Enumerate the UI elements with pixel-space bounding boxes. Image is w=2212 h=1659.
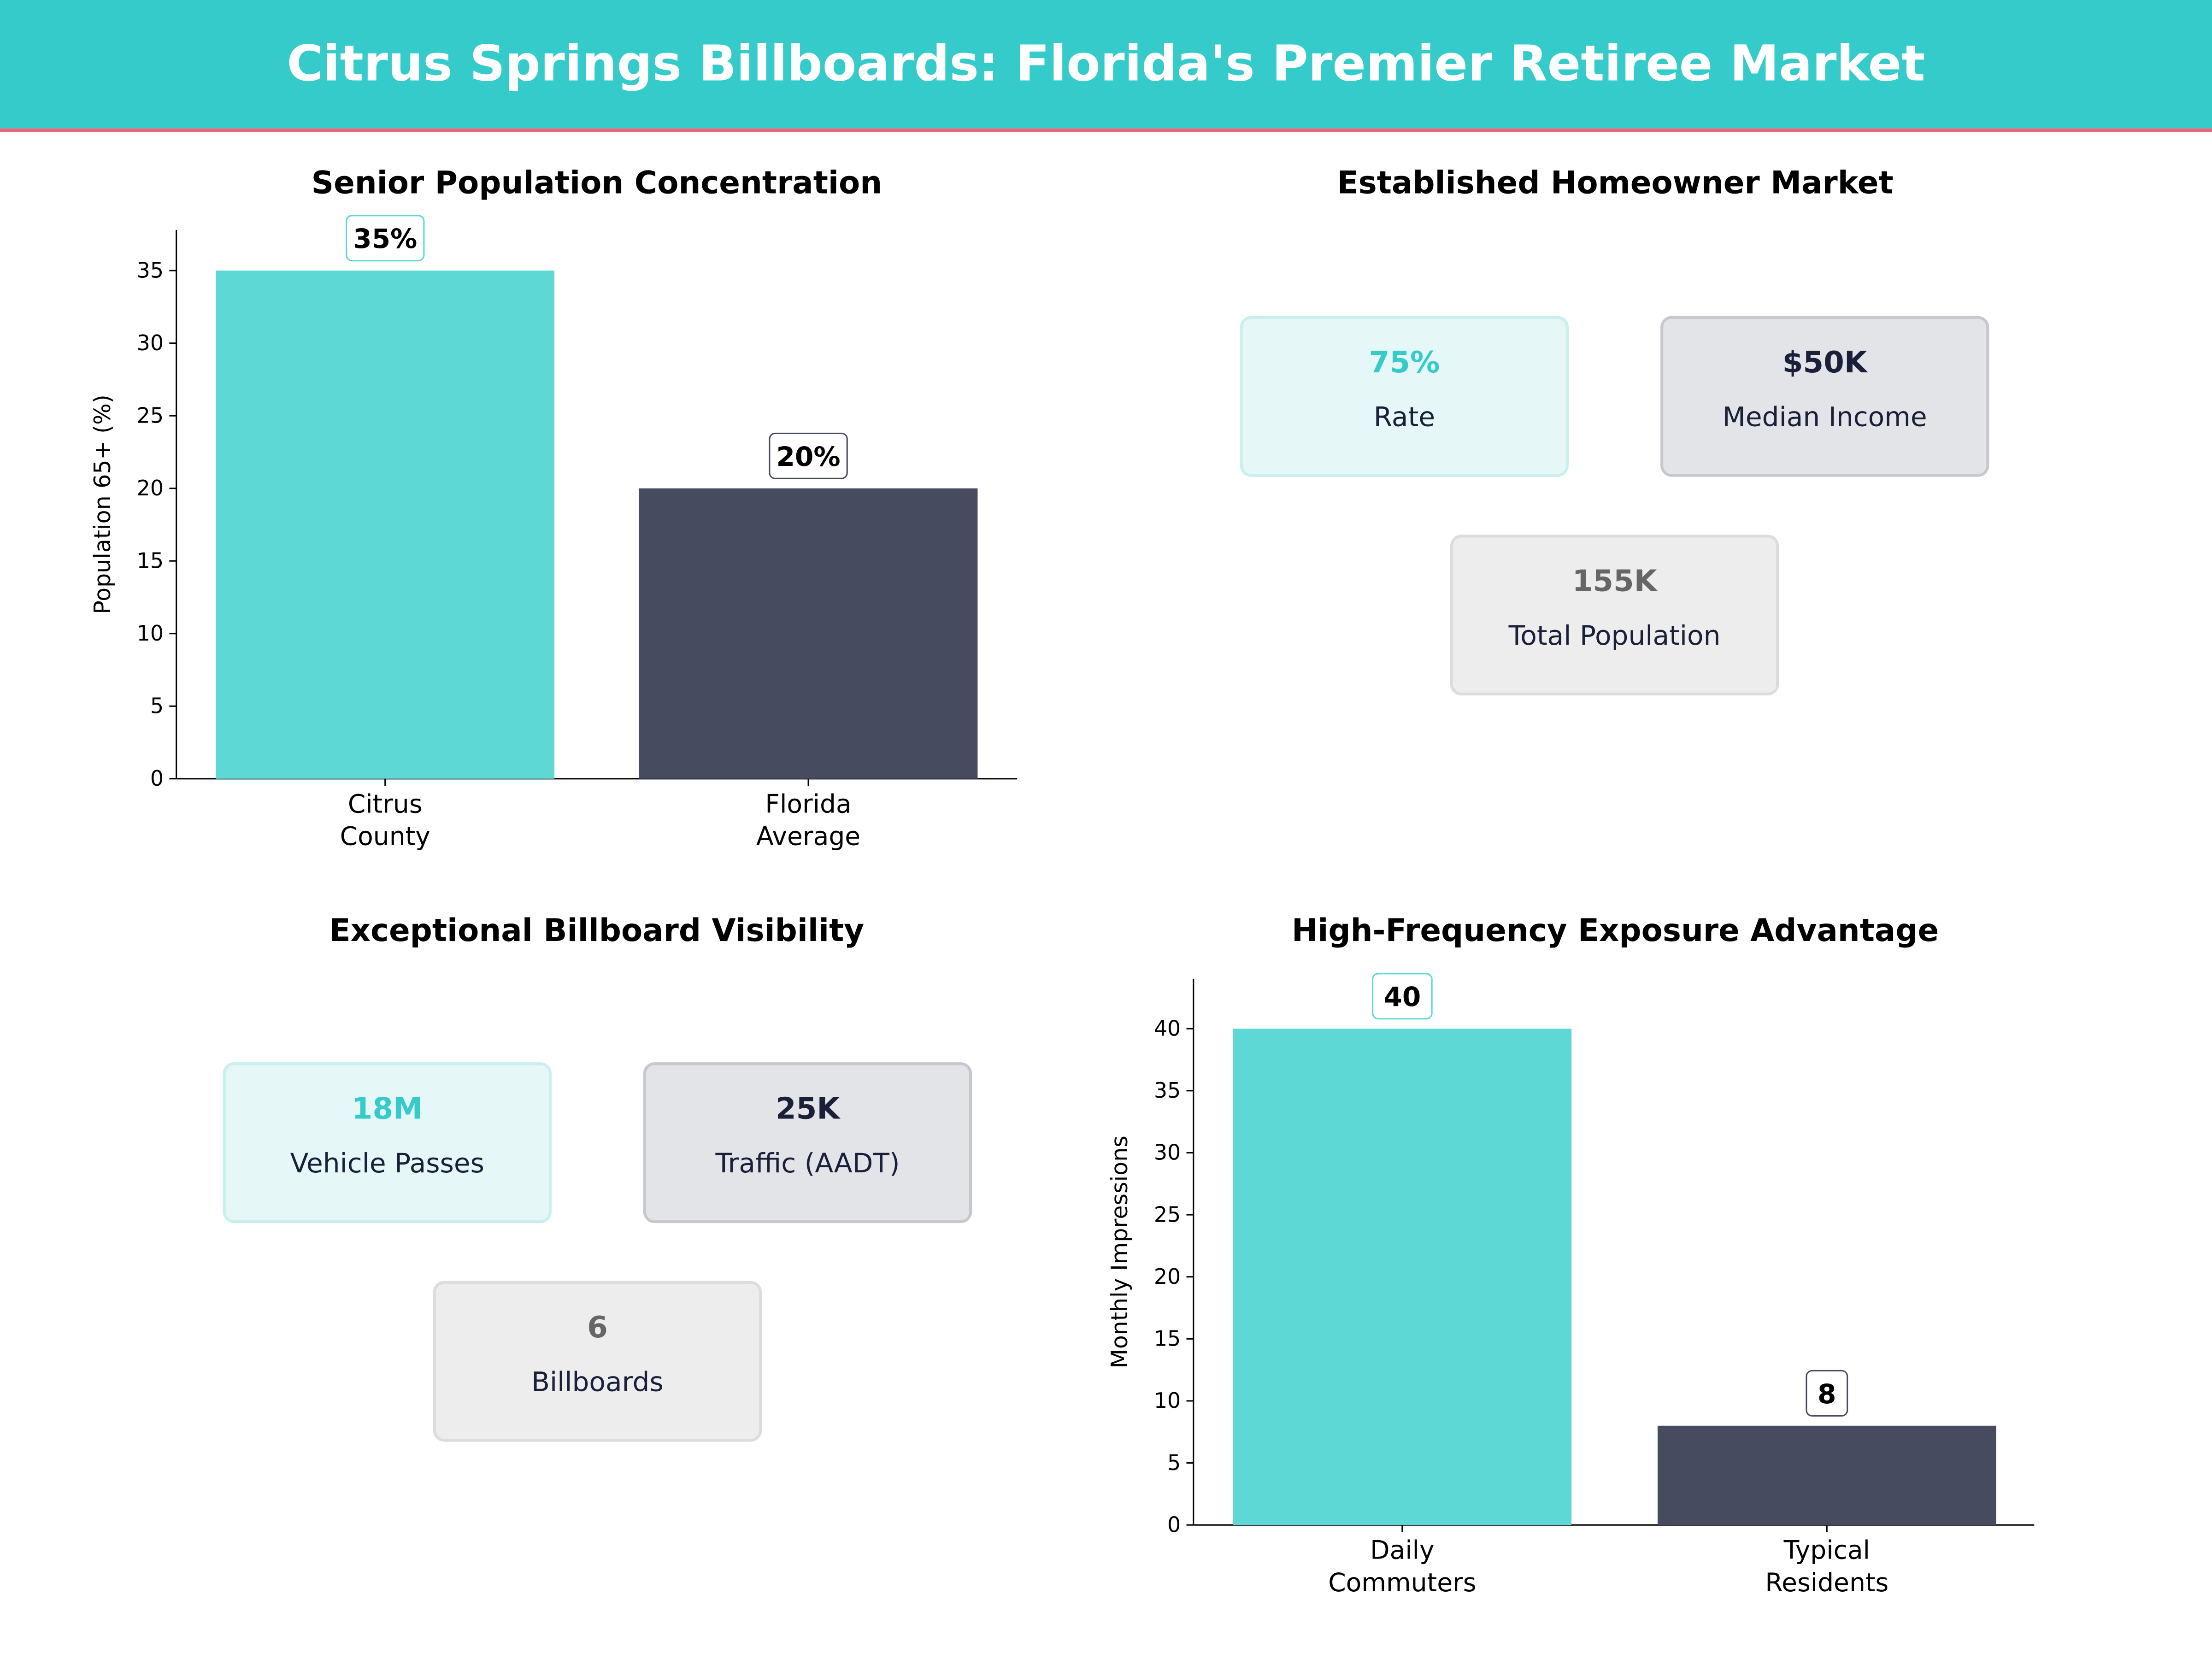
data-label-box [346, 215, 425, 262]
x-tick-label: Daily [1370, 1535, 1434, 1565]
y-tick-label: 35 [137, 258, 164, 282]
stat-card-bg [433, 1281, 762, 1442]
y-axis-label: Population 65+ (%) [89, 394, 116, 614]
stat-label: Total Population [1508, 620, 1721, 651]
page-title: Citrus Springs Billboards: Florida's Pre… [287, 35, 1925, 92]
y-tick-label: 0 [1167, 1512, 1181, 1537]
stat-card-bg [1660, 316, 1989, 477]
data-label-box [769, 432, 848, 479]
data-label: 35% [353, 223, 417, 254]
bar[interactable] [1657, 1425, 1996, 1525]
y-tick-label: 10 [1154, 1388, 1181, 1413]
y-axis-label: Monthly Impressions [1106, 1135, 1133, 1368]
chart3-title: Exceptional Billboard Visibility [329, 912, 865, 948]
y-tick-label: 15 [1154, 1326, 1181, 1351]
chart1-title: Senior Population Concentration [312, 164, 882, 200]
y-tick-label: 25 [1154, 1202, 1181, 1227]
bar[interactable] [1233, 1029, 1572, 1525]
stat-label: Median Income [1723, 401, 1927, 432]
stat-card-bg [1240, 316, 1569, 477]
stat-label: Vehicle Passes [290, 1147, 484, 1179]
y-tick-label: 35 [1154, 1078, 1181, 1103]
chart4-title: High-Frequency Exposure Advantage [1292, 912, 1939, 948]
stat-value: 75% [1369, 345, 1440, 380]
y-tick-label: 10 [137, 621, 164, 646]
stat-value: 18M [352, 1092, 423, 1126]
x-tick-label: Citrus [348, 789, 423, 818]
stat-card-bg [643, 1062, 972, 1224]
stat-card: 75% Rate [1240, 316, 1569, 477]
data-label: 8 [1818, 1378, 1836, 1410]
stat-card-bg [223, 1062, 552, 1224]
stat-card-bg [1450, 535, 1779, 696]
exposure-chart: 0 5 10 15 20 25 30 35 40 Monthly Impressions Daily… [1106, 973, 2035, 1597]
visibility-cards: 18M Vehicle Passes 25K Traffic (AADT) 6 Billb… [223, 1062, 972, 1442]
stat-value: 155K [1572, 564, 1658, 599]
y-tick-label: 40 [1154, 1016, 1181, 1041]
y-tick-label: 20 [137, 476, 164, 500]
stat-value: 6 [587, 1310, 608, 1345]
data-label: 20% [776, 441, 840, 472]
x-tick-label: Commuters [1328, 1568, 1476, 1597]
stat-label: Rate [1374, 401, 1435, 432]
y-tick-label: 20 [1154, 1264, 1181, 1289]
bar[interactable] [216, 271, 555, 779]
bar[interactable] [639, 488, 978, 779]
senior-population-chart: 0 5 10 15 20 25 30 35 Population 65+ (%) Citrus Co… [89, 215, 1018, 851]
y-tick-label: 0 [150, 766, 164, 791]
stat-value: 25K [776, 1092, 841, 1126]
x-tick-label: Typical [1783, 1535, 1870, 1565]
x-tick-label: Average [756, 822, 860, 851]
stat-value: $50K [1783, 345, 1868, 380]
stat-card: 6 Billboards [433, 1281, 762, 1442]
x-tick-label: County [340, 822, 430, 851]
y-tick-label: 30 [1154, 1140, 1181, 1165]
stat-card: 25K Traffic (AADT) [643, 1062, 972, 1224]
y-tick-label: 25 [137, 403, 164, 428]
y-tick-label: 5 [150, 694, 164, 718]
y-tick-label: 15 [137, 548, 164, 573]
stat-card: 18M Vehicle Passes [223, 1062, 552, 1224]
stat-label: Traffic (AADT) [715, 1147, 900, 1179]
homeowner-cards: 75% Rate $50K Median Income 155K Total Popula… [1240, 316, 1989, 696]
y-tick-label: 30 [137, 330, 164, 355]
x-tick-label: Florida [765, 789, 851, 818]
chart2-title: Established Homeowner Market [1337, 164, 1894, 200]
data-label: 40 [1383, 981, 1421, 1012]
data-label-box [1372, 973, 1433, 1020]
header-rule [0, 128, 2212, 132]
y-tick-label: 5 [1167, 1450, 1181, 1475]
stat-card: $50K Median Income [1660, 316, 1989, 477]
x-tick-label: Residents [1765, 1568, 1888, 1597]
header-bar [0, 0, 2212, 129]
data-label-box [1806, 1370, 1848, 1417]
stat-card: 155K Total Population [1450, 535, 1779, 696]
stat-label: Billboards [531, 1366, 664, 1397]
